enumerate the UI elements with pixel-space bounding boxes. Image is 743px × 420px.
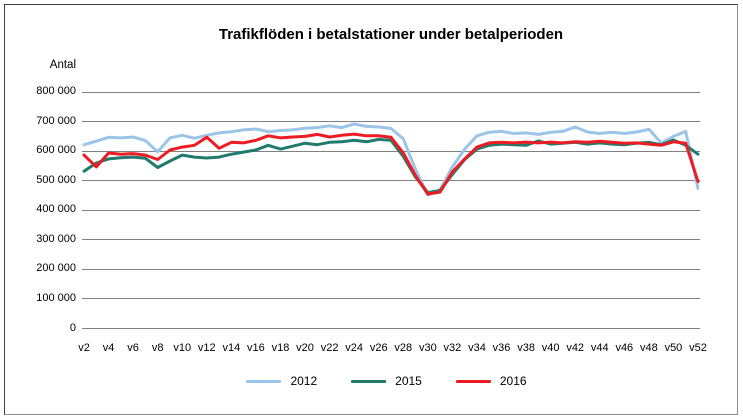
- legend: 2012 2015 2016: [0, 374, 743, 388]
- y-tick-label: 100 000: [36, 291, 76, 304]
- x-tick-label: v44: [590, 342, 609, 354]
- y-tick-label: 500 000: [36, 173, 76, 186]
- x-tick-label: v4: [102, 342, 115, 354]
- chart-title: Trafikflöden i betalstationer under beta…: [218, 26, 564, 43]
- x-tick-label: v12: [197, 342, 216, 354]
- x-tick-label: v20: [296, 342, 314, 354]
- x-tick-label: v34: [468, 342, 486, 354]
- legend-item-2015: 2015: [351, 374, 422, 388]
- y-tick-label: 600 000: [36, 144, 76, 157]
- x-tick-label: v14: [222, 342, 241, 354]
- legend-label-2016: 2016: [499, 374, 527, 388]
- legend-label-2015: 2015: [395, 374, 422, 388]
- x-tick-label: v48: [640, 342, 658, 354]
- y-axis-title: Antal: [49, 59, 76, 71]
- x-tick-label: v36: [492, 342, 511, 354]
- y-tick-label: 700 000: [36, 114, 76, 127]
- x-tick-label: v40: [541, 342, 560, 354]
- legend-item-2016: 2016: [455, 374, 527, 388]
- x-tick-label: v38: [517, 342, 535, 354]
- legend-item-2012: 2012: [246, 374, 317, 388]
- x-tick-label: v16: [247, 342, 265, 354]
- y-tick-label: 200 000: [36, 262, 76, 275]
- y-tick-label: 300 000: [36, 232, 76, 245]
- x-tick-label: v32: [443, 342, 462, 354]
- y-tick-label: 800 000: [36, 85, 76, 97]
- series-line-2012: [82, 122, 700, 197]
- x-tick-label: v42: [566, 342, 585, 354]
- x-tick-label: v8: [151, 342, 164, 354]
- series-line-2016: [82, 132, 700, 196]
- x-tick-label: v10: [173, 342, 192, 354]
- x-tick-label: v52: [689, 342, 707, 354]
- x-tick-label: v50: [664, 342, 683, 354]
- legend-swatch-2015: [351, 379, 387, 383]
- legend-swatch-2016: [455, 379, 491, 383]
- series-line-2015: [82, 137, 700, 195]
- x-tick-label: v2: [78, 342, 90, 354]
- legend-label-2012: 2012: [290, 374, 318, 388]
- x-tick-label: v28: [394, 342, 413, 354]
- x-tick-label: v24: [345, 342, 364, 354]
- x-tick-label: v26: [369, 342, 388, 354]
- x-tick-label: v22: [320, 342, 339, 354]
- x-tick-label: v46: [615, 342, 634, 354]
- legend-swatch-2012: [246, 379, 282, 383]
- x-tick-label: v30: [418, 342, 437, 354]
- x-tick-label: v6: [127, 342, 139, 354]
- x-tick-label: v18: [271, 342, 290, 354]
- y-tick-label: 400 000: [36, 203, 76, 216]
- y-tick-label: 0: [69, 321, 76, 334]
